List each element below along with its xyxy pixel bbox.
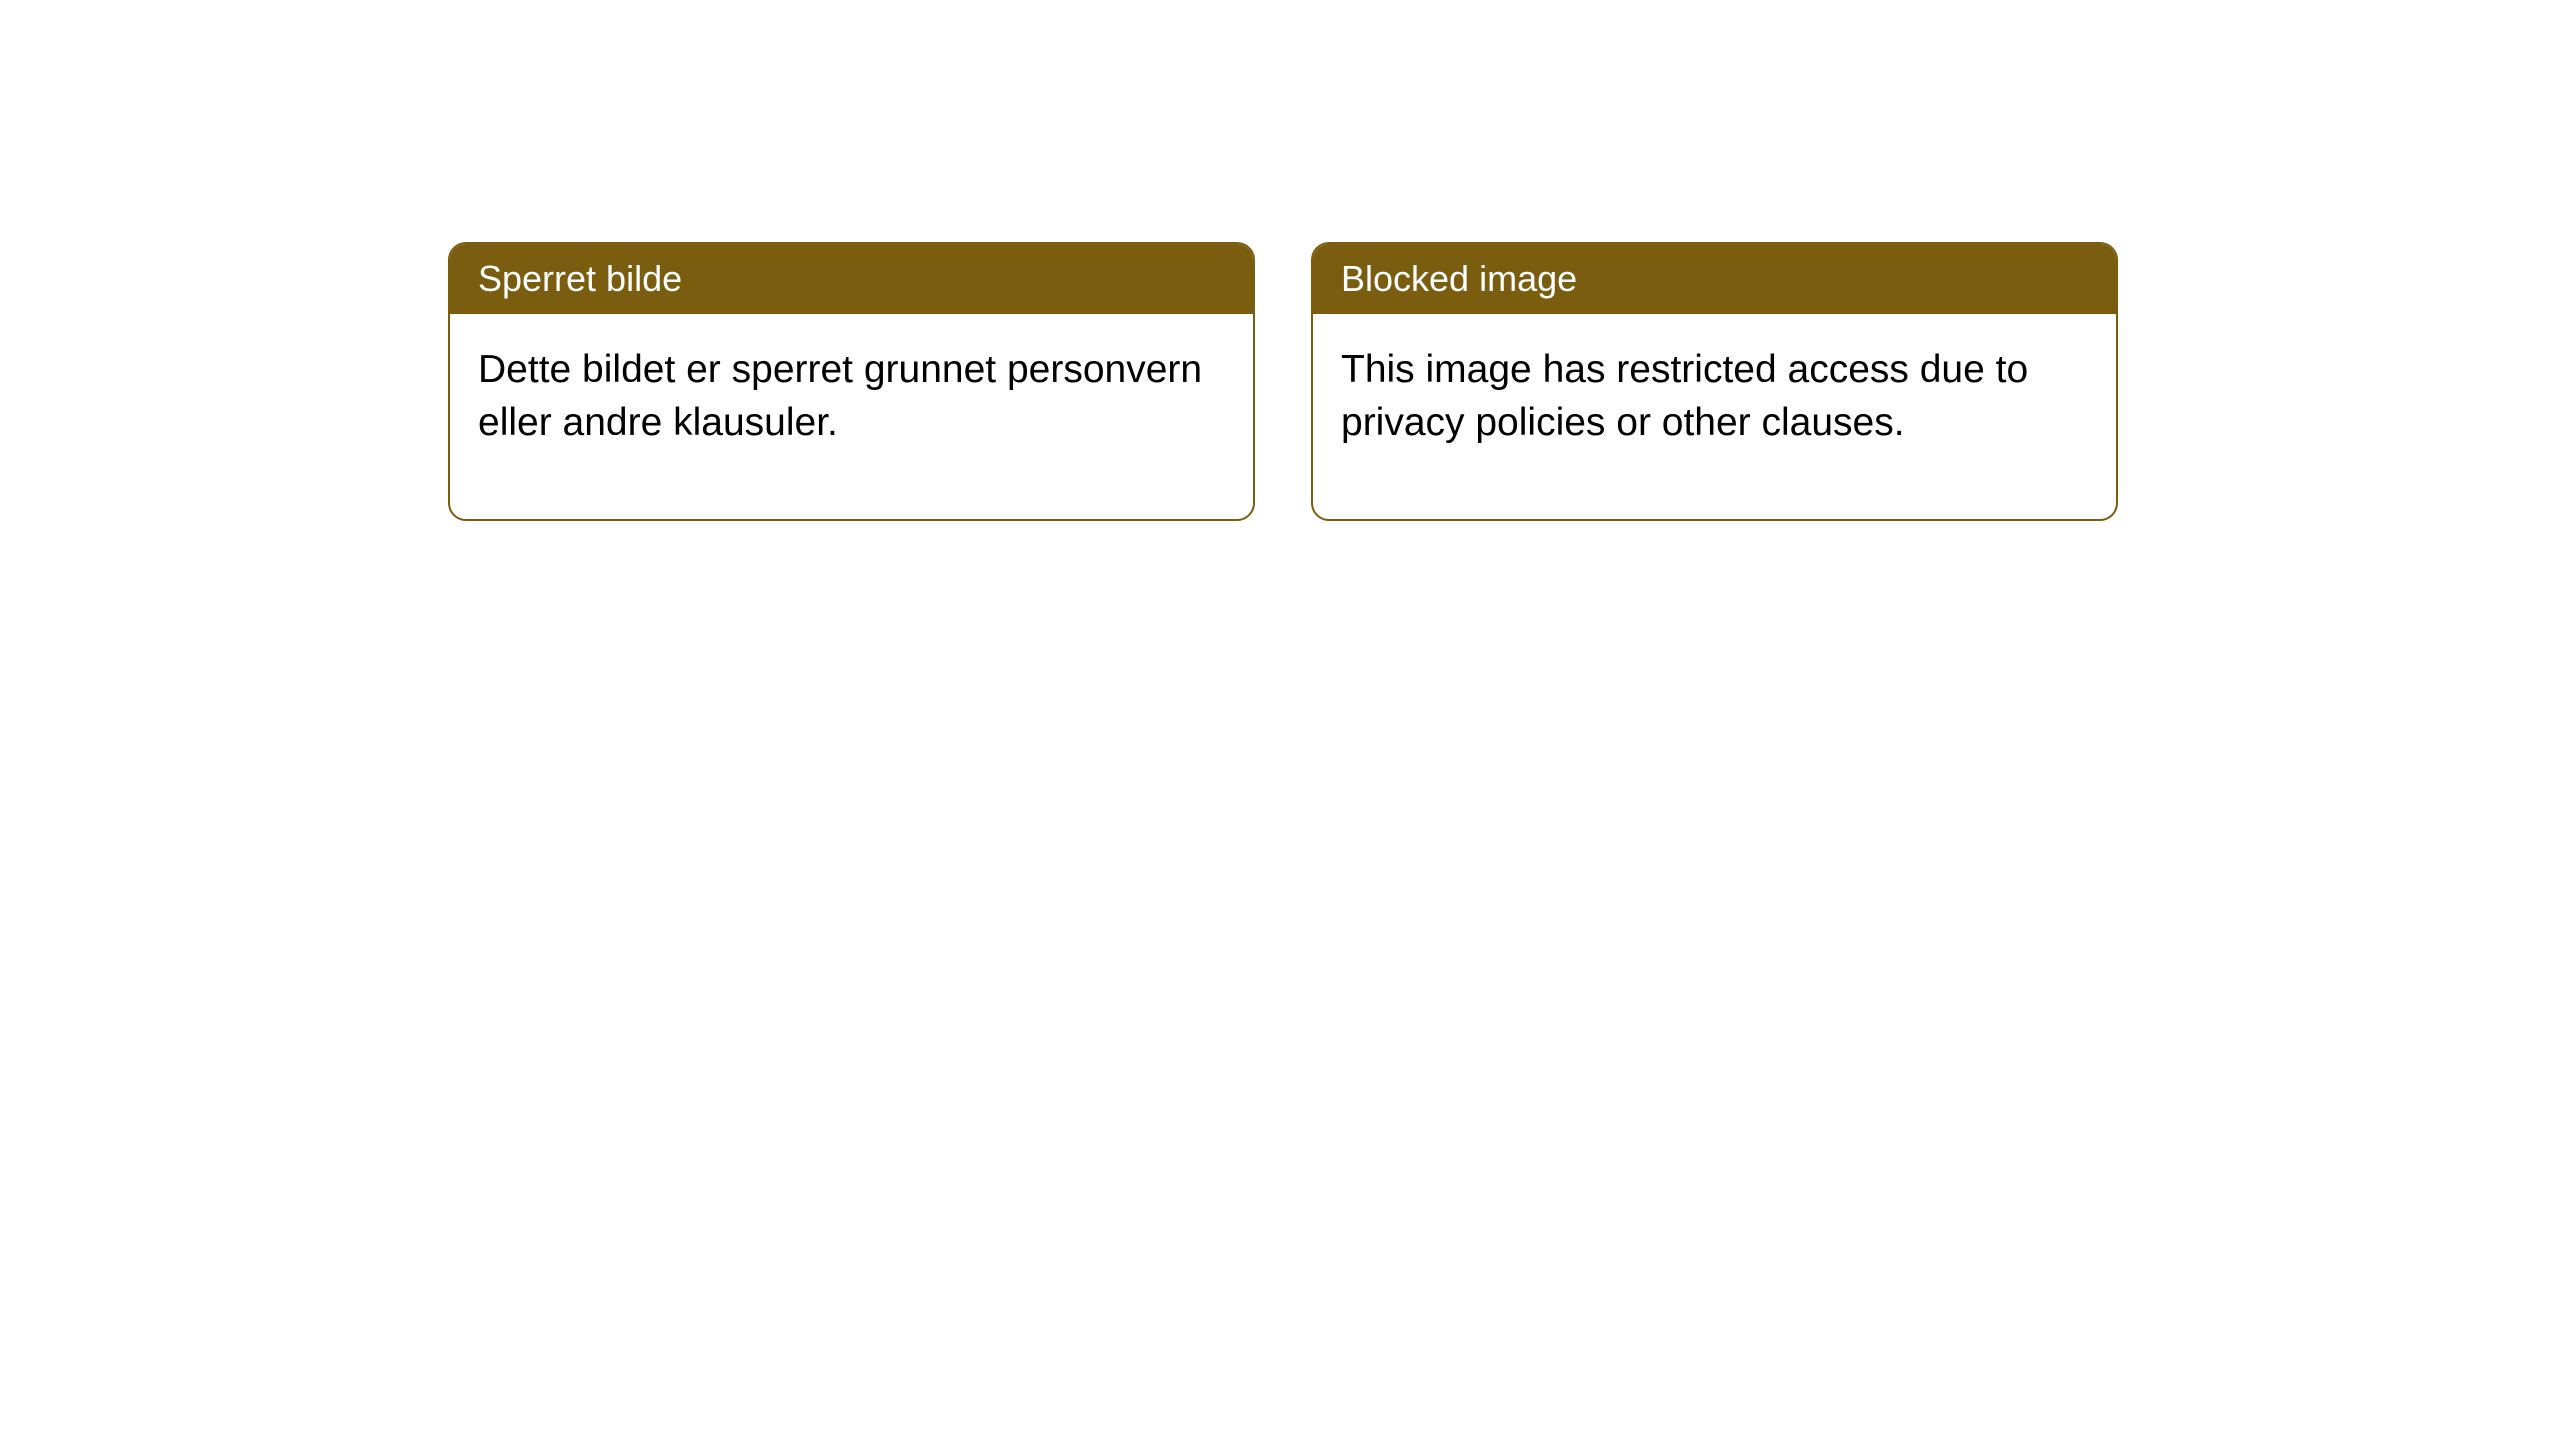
notice-body: Dette bildet er sperret grunnet personve… <box>450 314 1253 519</box>
notice-container: Sperret bilde Dette bildet er sperret gr… <box>448 242 2118 521</box>
notice-title: Blocked image <box>1313 244 2116 314</box>
notice-body: This image has restricted access due to … <box>1313 314 2116 519</box>
notice-title: Sperret bilde <box>450 244 1253 314</box>
notice-card-english: Blocked image This image has restricted … <box>1311 242 2118 521</box>
notice-card-norwegian: Sperret bilde Dette bildet er sperret gr… <box>448 242 1255 521</box>
